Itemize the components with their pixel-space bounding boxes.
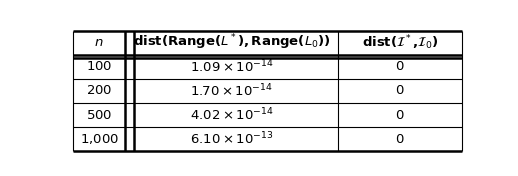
Text: $\boldsymbol{\mathit{n}}$: $\boldsymbol{\mathit{n}}$ [94, 36, 104, 49]
Text: $1.09 \times 10^{-14}$: $1.09 \times 10^{-14}$ [190, 58, 274, 75]
Text: $0$: $0$ [395, 84, 405, 97]
Text: $1{,}000$: $1{,}000$ [80, 132, 119, 146]
Text: $\mathbf{dist(Range(}L^*\mathbf{),Range(}L_0\mathbf{))}$: $\mathbf{dist(Range(}L^*\mathbf{),Range(… [133, 33, 330, 52]
Text: $0$: $0$ [395, 109, 405, 122]
Text: $\mathbf{dist(}\mathcal{I}^*\mathbf{,}\mathcal{I}_0\mathbf{)}$: $\mathbf{dist(}\mathcal{I}^*\mathbf{,}\m… [362, 33, 438, 52]
Text: $1.70 \times 10^{-14}$: $1.70 \times 10^{-14}$ [190, 83, 273, 99]
Text: $0$: $0$ [395, 60, 405, 73]
Text: $500$: $500$ [86, 109, 112, 122]
Text: $6.10 \times 10^{-13}$: $6.10 \times 10^{-13}$ [190, 131, 273, 147]
Text: $100$: $100$ [86, 60, 112, 73]
Text: $4.02 \times 10^{-14}$: $4.02 \times 10^{-14}$ [190, 107, 274, 123]
Text: $0$: $0$ [395, 133, 405, 146]
Text: $200$: $200$ [86, 84, 112, 97]
